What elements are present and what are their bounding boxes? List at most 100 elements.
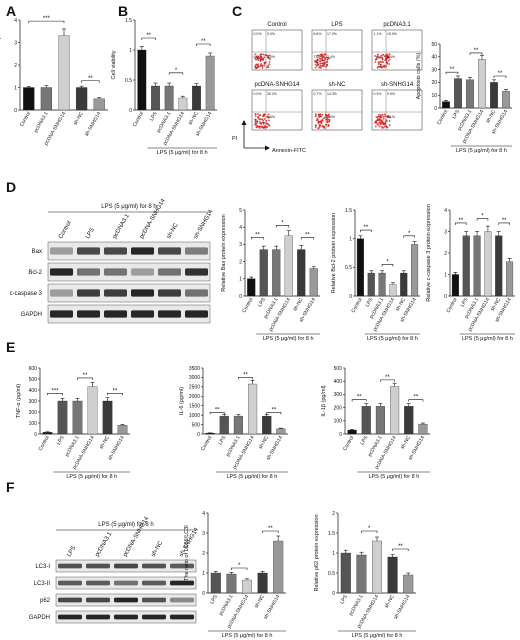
bar [411,244,419,297]
category-label: LPS [218,434,228,446]
y-tick-label: 200 [334,405,343,411]
y-tick-label: 0 [444,294,447,300]
y-tick-label: 3 [14,40,17,46]
bar [102,400,113,435]
facs-quadrant-value: 14.3% [327,92,337,96]
bar [390,386,400,435]
y-tick-label: 2000 [189,394,200,400]
facs-plot: pcDNA-SNHG14 0.0% 30.2% 5.4% [251,82,303,131]
y-tick-label: 500 [29,377,38,383]
y-tick-label: 4 [239,225,242,231]
facs-event [260,63,262,65]
facs-event [325,118,328,121]
xnote-label: LPS (5 μg/ml) for 8 h [456,148,507,154]
category-label: sh-SNHG14 [263,594,282,621]
sig-bracket [196,43,211,46]
y-tick-label: 1 [129,48,132,54]
xnote-label: LPS (5 μg/ml) for 8 h [367,336,418,342]
bar [57,400,68,435]
sig-bracket [469,52,483,55]
chart-e1: 0 100 200 300 400 500 600 TNF-α (pg/ml) Control L… [16,366,130,480]
blot-band [104,310,127,318]
facs-event [260,53,263,55]
facs-event [318,124,321,127]
sig-bracket [351,399,367,402]
bar [466,79,474,109]
y-tick-label: 2 [239,259,242,265]
annexin-label: Annexin-FITC [272,148,306,154]
sig-label: * [368,526,371,532]
facs-event [378,113,380,116]
bar [356,554,367,594]
facs-event [380,113,382,116]
bar [233,415,243,435]
sig-label: ** [474,48,479,54]
y-tick-label: 20 [431,80,437,86]
facs-event [328,115,331,118]
y-tick-label: 3 [444,229,447,235]
sig-bracket [47,393,63,396]
facs-quadrant-value: 2.4% [387,55,395,59]
blot-band [50,268,73,276]
blot-strip [47,304,211,324]
blot-strip [47,262,211,282]
blot-row-label: p62 [40,598,51,604]
sig-label: ** [305,233,310,239]
blot-band [170,597,194,603]
facs-event [380,120,383,122]
bar [347,429,357,435]
facs-event [314,115,317,118]
lane-label: LPS [67,545,78,558]
sig-label: ** [498,71,503,77]
facs-plot: LPS 6.8% 17.0% 73.8% 2.4% [311,22,363,71]
facs-event [385,55,388,58]
bar [442,101,450,109]
y-tick-label: 4 [14,18,17,24]
facs-event [268,57,271,60]
blot-band [50,289,73,297]
bar [309,268,318,297]
sig-bracket [81,80,100,83]
facs-event [382,65,385,68]
facs-frame [371,29,423,71]
blot-band [50,310,73,318]
category-label: Control [445,297,458,314]
facs-title: LPS [331,22,342,28]
lane-label: LPS [85,227,96,240]
facs-event [321,57,323,60]
blot-band [104,247,127,255]
category-label: Control [132,111,145,128]
facs-event [268,119,270,122]
category-label: Control [350,297,363,314]
y-tick-label: 1.5 [345,208,352,214]
blot-band [131,268,154,276]
sig-bracket [168,72,184,75]
bar [284,235,293,297]
facs-event [264,126,267,129]
facs-event [384,120,387,123]
bar [454,78,462,109]
sig-bracket [300,237,315,240]
bar [506,261,514,297]
y-tick-label: 30 [431,67,437,73]
facs-event [320,115,323,118]
category-label: pcDNA3.1 [218,594,235,617]
facs-event [378,125,381,128]
blot-band [58,614,82,620]
sig-label: ** [113,388,118,394]
xnote-label: LPS (5 μg/ml) for 8 h [157,150,208,156]
sig-label: ** [398,544,403,550]
facs-event [376,54,379,57]
facs-event [377,118,380,121]
blot-band [86,563,110,569]
facs-event [262,53,265,56]
sig-label: * [238,563,241,569]
bar [356,238,364,297]
panel-label-e: E [6,339,15,355]
blot-row-label: GAPDH [29,615,50,621]
y-tick-label: 1.5 [125,18,132,24]
bar [276,428,286,435]
facs-event [257,113,260,115]
sig-label: ** [450,67,455,73]
